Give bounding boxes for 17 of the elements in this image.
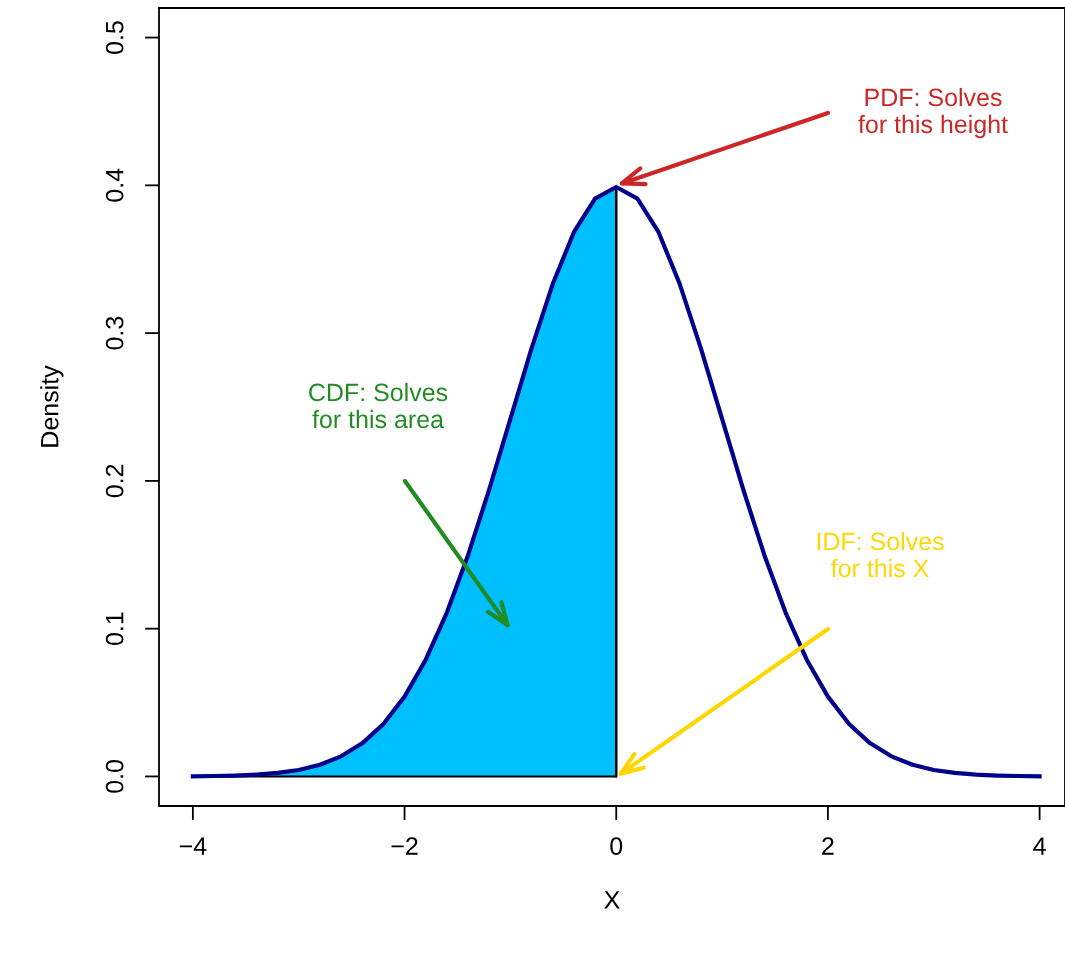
x-tick-label: −2 — [391, 837, 418, 855]
y-tick-label: 0.5 — [105, 21, 124, 54]
line-series — [190, 184, 1042, 779]
y-axis-title: Density — [40, 365, 64, 447]
x-tick-label: 2 — [822, 837, 834, 855]
x-tick-label: −4 — [179, 837, 207, 855]
y-tick-label: 0.0 — [105, 760, 124, 793]
y-tick-label: 0.2 — [105, 464, 124, 498]
annotation: CDF: Solves for this area — [309, 382, 448, 429]
y-tick-label: 0.3 — [105, 316, 124, 350]
x-tick-label: 4 — [1033, 837, 1046, 855]
y-tick-label: 0.4 — [105, 168, 124, 202]
annotation: PDF: Solves for this height — [858, 87, 1008, 139]
x-axis-title: X — [604, 891, 620, 909]
x-tick-label: 0 — [610, 837, 623, 855]
y-tick-label: 0.1 — [105, 612, 124, 646]
annotation: IDF: Solves for this X — [817, 531, 944, 578]
